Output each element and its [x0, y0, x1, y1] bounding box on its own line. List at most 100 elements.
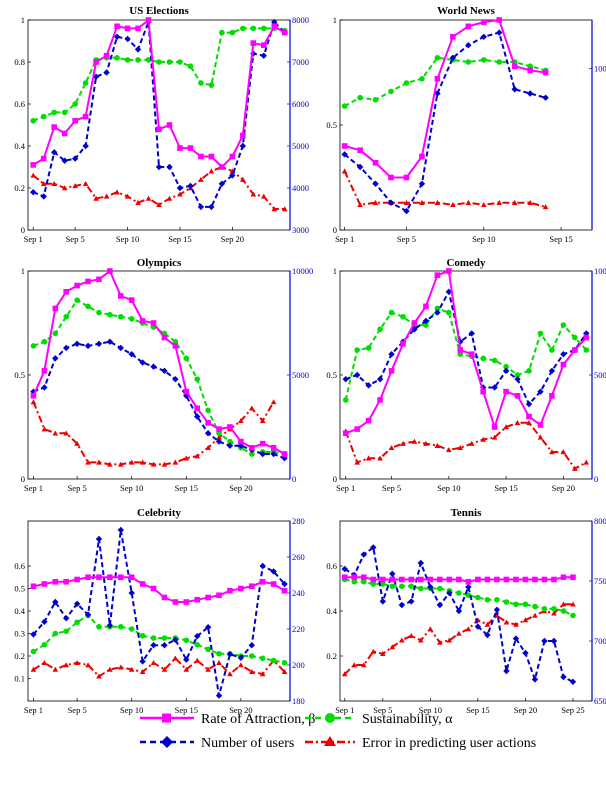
attraction-point	[399, 576, 405, 583]
attraction-point	[360, 574, 367, 581]
sustainability-point	[41, 641, 48, 648]
y2-tick-label: 10000	[292, 266, 313, 276]
error-point	[74, 440, 80, 446]
attraction-point	[114, 23, 120, 30]
error-point	[177, 191, 183, 197]
attraction-point	[465, 578, 472, 585]
users-point	[550, 637, 558, 645]
y2-tick-label: 500	[594, 370, 606, 380]
error-point	[423, 440, 429, 446]
error-point	[208, 168, 215, 174]
sustainability-point	[183, 355, 190, 362]
attraction-point	[281, 451, 288, 457]
users-point	[63, 344, 70, 352]
attraction-point	[194, 405, 201, 412]
users-point	[491, 384, 498, 391]
attraction-point	[503, 388, 509, 395]
x-tick-label: Sep 10	[437, 483, 460, 493]
users-point	[560, 351, 567, 358]
sustainability-point	[30, 648, 37, 655]
series-attraction	[342, 268, 590, 437]
users-point	[418, 180, 426, 187]
users-point	[248, 642, 255, 649]
users-point	[422, 317, 430, 325]
attraction-point	[51, 124, 57, 130]
users-point	[103, 69, 110, 76]
users-line	[344, 546, 574, 683]
error-point	[419, 199, 425, 205]
attraction-point	[365, 417, 372, 424]
error-point	[522, 617, 529, 623]
x-tick-label: Sep 5	[373, 705, 392, 715]
attraction-point	[166, 122, 173, 128]
sustainability-point	[198, 80, 204, 86]
users-point	[514, 375, 521, 383]
attraction-point	[183, 599, 190, 605]
series-attraction	[341, 17, 549, 181]
error-point	[107, 461, 113, 467]
sustainability-point	[370, 581, 377, 587]
error-point	[216, 434, 222, 440]
sustainability-point	[248, 451, 255, 457]
sustainability-point	[560, 608, 567, 614]
sustainability-point	[85, 303, 91, 310]
y-tick-label: 0	[333, 225, 337, 235]
x-tick-label: Sep 20	[552, 483, 575, 493]
users-point	[73, 340, 81, 347]
error-point	[551, 610, 557, 616]
attraction-point	[511, 63, 518, 69]
sustainability-point	[61, 109, 68, 116]
attraction-point	[541, 576, 548, 583]
y-tick-label: 0.5	[14, 370, 25, 380]
error-point	[198, 176, 204, 182]
error-point	[360, 662, 367, 668]
error-point	[354, 459, 360, 465]
error-point	[41, 426, 48, 432]
users-point	[372, 180, 379, 187]
sustainability-point	[96, 623, 102, 630]
attraction-point	[532, 576, 538, 583]
attraction-point	[205, 420, 211, 426]
error-point	[103, 193, 110, 199]
error-point	[172, 459, 179, 465]
error-point	[124, 193, 131, 199]
users-point	[281, 580, 288, 588]
error-point	[82, 181, 89, 187]
x-tick-label: Sep 10	[120, 483, 143, 493]
attraction-point	[270, 445, 277, 451]
attraction-point	[341, 574, 348, 581]
users-point	[465, 42, 472, 49]
users-point	[117, 344, 124, 352]
attraction-point	[570, 574, 576, 581]
users-point	[484, 631, 491, 639]
error-point	[560, 449, 567, 455]
error-line	[344, 421, 587, 470]
series-sustainability	[342, 305, 590, 403]
users-point	[548, 367, 556, 375]
attraction-point	[456, 576, 462, 583]
sustainability-point	[357, 94, 363, 101]
error-point	[238, 662, 244, 668]
error-point	[85, 662, 91, 668]
y2-tick-label: 6000	[292, 99, 309, 109]
users-point	[379, 598, 386, 605]
error-point	[145, 195, 152, 201]
error-point	[379, 650, 386, 656]
chart-title: Comedy	[446, 257, 486, 269]
sustainability-point	[480, 57, 487, 63]
error-point	[351, 662, 358, 668]
attraction-point	[74, 282, 80, 289]
series-sustainability	[30, 612, 288, 666]
attraction-point	[128, 574, 135, 581]
sustainability-point	[560, 322, 567, 328]
sustainability-point	[437, 585, 443, 592]
error-point	[480, 202, 487, 208]
x-tick-label: Sep 20	[229, 483, 252, 493]
chart-panels: US Elections00.20.40.60.8130004000500060…	[14, 5, 606, 715]
error-point	[560, 601, 567, 607]
users-point	[389, 570, 396, 577]
error-point	[227, 671, 233, 677]
legend: Rate of Attraction, β Sustainability, α …	[140, 712, 536, 751]
sustainability-point	[74, 297, 80, 303]
y2-tick-label: 3000	[292, 225, 309, 235]
